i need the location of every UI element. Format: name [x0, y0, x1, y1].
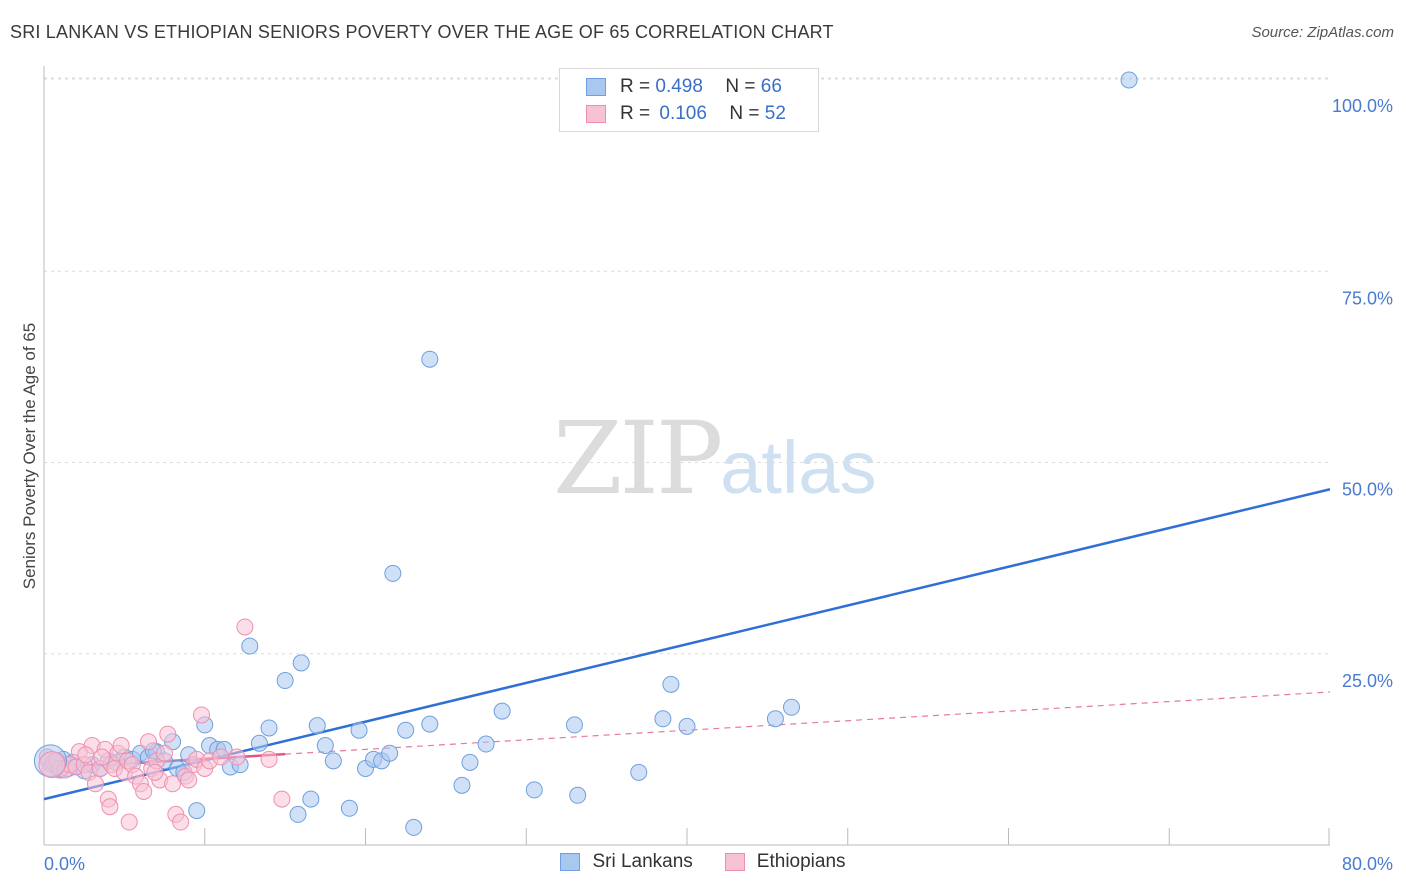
series-label: Sri Lankans — [592, 851, 693, 872]
data-point — [112, 737, 130, 755]
legend-r-label: R = — [620, 103, 651, 124]
x-tick-label-min: 0.0% — [44, 854, 85, 874]
data-point — [120, 813, 138, 831]
data-point — [228, 748, 246, 766]
data-point — [565, 716, 583, 734]
data-point — [93, 748, 111, 766]
data-point — [260, 750, 278, 768]
data-point — [397, 721, 415, 739]
data-point — [302, 790, 320, 808]
series-swatch-pink — [724, 853, 745, 871]
data-points — [33, 71, 1138, 836]
series-legend-sri-lankans[interactable]: Sri Lankans — [560, 851, 693, 873]
y-tick-label: 25.0% — [1342, 671, 1393, 691]
grid — [44, 77, 1330, 655]
data-point — [101, 798, 119, 816]
data-point — [273, 790, 291, 808]
data-point — [308, 717, 326, 735]
correlation-legend: R = 0.498 N = 66 R = 0.106 N = 52 — [559, 68, 819, 132]
data-point — [180, 771, 198, 789]
series-legend-ethiopians[interactable]: Ethiopians — [724, 851, 846, 873]
data-point — [260, 719, 278, 737]
data-point — [146, 763, 164, 781]
tick-labels: 25.0% 50.0% 75.0% 100.0% 0.0% 80.0% — [44, 96, 1393, 874]
data-point — [350, 721, 368, 739]
data-point — [236, 618, 254, 636]
data-point — [678, 717, 696, 735]
data-point — [159, 725, 177, 743]
x-tick-label-max: 80.0% — [1342, 854, 1393, 874]
legend-n-label: N = — [729, 103, 760, 124]
y-tick-label: 75.0% — [1342, 288, 1393, 308]
legend-n-label: N = — [725, 76, 756, 97]
data-point — [156, 744, 174, 762]
series-swatch-blue — [560, 853, 581, 871]
data-point — [782, 698, 800, 716]
legend-row-sri-lankans: R = 0.498 N = 66 — [586, 74, 782, 100]
data-point — [384, 564, 402, 582]
watermark-atlas: atlas — [720, 426, 877, 509]
data-point-cluster — [38, 751, 66, 779]
data-point — [766, 710, 784, 728]
data-point — [292, 654, 310, 672]
source-label: Source: ZipAtlas.com — [1251, 24, 1394, 41]
data-point — [135, 782, 153, 800]
data-point — [1120, 71, 1138, 89]
data-point — [461, 753, 479, 771]
legend-row-ethiopians: R = 0.106 N = 52 — [586, 101, 786, 127]
data-point — [630, 763, 648, 781]
data-point — [654, 710, 672, 728]
data-point — [421, 715, 439, 733]
data-point — [525, 781, 543, 799]
data-point — [77, 746, 95, 764]
data-point — [569, 786, 587, 804]
series-ethiopians — [38, 618, 291, 831]
axes — [43, 66, 1330, 846]
data-point — [188, 802, 206, 820]
y-tick-label: 100.0% — [1332, 96, 1393, 116]
series-label: Ethiopians — [756, 851, 846, 872]
legend-n-value: 66 — [760, 76, 782, 97]
data-point — [172, 813, 190, 831]
y-tick-label: 50.0% — [1342, 480, 1393, 500]
data-point — [86, 775, 104, 793]
data-point — [324, 752, 342, 770]
data-point — [381, 744, 399, 762]
legend-swatch-pink — [586, 105, 606, 123]
data-point — [212, 748, 230, 766]
watermark: ZIPatlas — [553, 400, 877, 517]
data-point — [276, 672, 294, 690]
chart-title: SRI LANKAN VS ETHIOPIAN SENIORS POVERTY … — [10, 22, 834, 42]
data-point — [139, 733, 157, 751]
data-point — [477, 735, 495, 753]
watermark-zip: ZIP — [553, 400, 723, 517]
legend-r-value: 0.498 — [655, 76, 703, 97]
data-point — [662, 675, 680, 693]
data-point — [405, 818, 423, 836]
data-point — [289, 805, 307, 823]
data-point — [340, 799, 358, 817]
legend-r-value: 0.106 — [659, 103, 707, 124]
data-point — [164, 775, 182, 793]
trend-line-ethiopians-dashed — [285, 691, 1331, 755]
data-point — [193, 706, 211, 724]
data-point — [493, 702, 511, 720]
legend-swatch-blue — [586, 78, 606, 96]
legend-r-label: R = — [620, 76, 651, 97]
data-point — [453, 776, 471, 794]
data-point — [250, 734, 268, 752]
series-legend: Sri Lankans Ethiopians — [0, 851, 1406, 873]
data-point — [316, 737, 334, 755]
data-point — [241, 637, 259, 655]
data-point — [421, 350, 439, 368]
legend-n-value: 52 — [764, 103, 786, 124]
